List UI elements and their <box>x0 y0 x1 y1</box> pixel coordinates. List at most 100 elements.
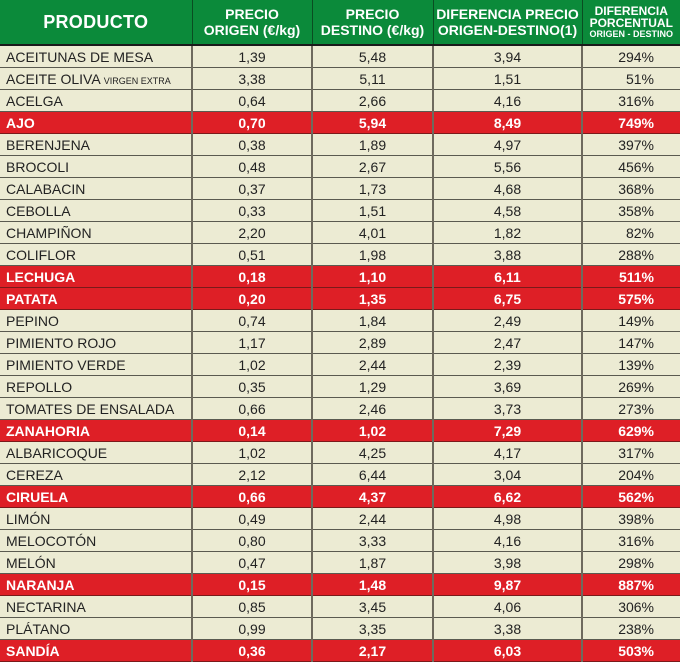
product-name: CHAMPIÑON <box>0 221 193 244</box>
table-row: CALABACIN 0,37 1,73 4,68 368% <box>0 177 680 200</box>
price-difference: 6,03 <box>433 639 583 662</box>
table-row: ACELGA 0,64 2,66 4,16 316% <box>0 89 680 112</box>
table-row: TOMATES DE ENSALADA 0,66 2,46 3,73 273% <box>0 397 680 420</box>
product-name: REPOLLO <box>0 375 193 398</box>
table-row: AJO 0,70 5,94 8,49 749% <box>0 111 680 134</box>
origin-price: 0,70 <box>192 111 313 134</box>
product-name: ACEITE OLIVA VIRGEN EXTRA <box>0 67 193 90</box>
product-name: CALABACIN <box>0 177 193 200</box>
percent-difference: 294% <box>582 45 680 68</box>
origin-price: 3,38 <box>192 67 313 90</box>
percent-difference: 298% <box>582 551 680 574</box>
table-row: ACEITUNAS DE MESA 1,39 5,48 3,94 294% <box>0 45 680 68</box>
origin-price: 0,15 <box>192 573 313 596</box>
origin-price: 0,66 <box>192 485 313 508</box>
price-difference: 6,62 <box>433 485 583 508</box>
product-name: SANDÍA <box>0 639 193 662</box>
product-name: PEPINO <box>0 309 193 332</box>
origin-price: 0,35 <box>192 375 313 398</box>
table-row: ALBARICOQUE 1,02 4,25 4,17 317% <box>0 441 680 464</box>
header-row: PRODUCTO PRECIO ORIGEN (€/kg) PRECIO DES… <box>0 0 680 46</box>
price-difference: 4,06 <box>433 595 583 618</box>
price-difference: 3,98 <box>433 551 583 574</box>
price-difference: 2,39 <box>433 353 583 376</box>
destination-price: 2,44 <box>312 507 434 530</box>
product-name: PIMIENTO VERDE <box>0 353 193 376</box>
product-name: TOMATES DE ENSALADA <box>0 397 193 420</box>
header-destination-price: PRECIO DESTINO (€/kg) <box>312 0 434 46</box>
product-name: PLÁTANO <box>0 617 193 640</box>
price-difference: 3,73 <box>433 397 583 420</box>
table-row: PATATA 0,20 1,35 6,75 575% <box>0 287 680 310</box>
origin-price: 1,02 <box>192 353 313 376</box>
price-difference: 5,56 <box>433 155 583 178</box>
destination-price: 1,89 <box>312 133 434 156</box>
table-row: NECTARINA 0,85 3,45 4,06 306% <box>0 595 680 618</box>
origin-price: 0,64 <box>192 89 313 112</box>
product-name: ZANAHORIA <box>0 419 193 442</box>
price-difference: 3,69 <box>433 375 583 398</box>
percent-difference: 147% <box>582 331 680 354</box>
price-difference: 4,68 <box>433 177 583 200</box>
table-row: PLÁTANO 0,99 3,35 3,38 238% <box>0 617 680 640</box>
percent-difference: 629% <box>582 419 680 442</box>
percent-difference: 316% <box>582 529 680 552</box>
origin-price: 2,20 <box>192 221 313 244</box>
header-product: PRODUCTO <box>0 0 193 46</box>
percent-difference: 317% <box>582 441 680 464</box>
table-row: CIRUELA 0,66 4,37 6,62 562% <box>0 485 680 508</box>
origin-price: 1,39 <box>192 45 313 68</box>
origin-price: 0,37 <box>192 177 313 200</box>
origin-price: 0,99 <box>192 617 313 640</box>
origin-price: 1,02 <box>192 441 313 464</box>
table-row: NARANJA 0,15 1,48 9,87 887% <box>0 573 680 596</box>
percent-difference: 575% <box>582 287 680 310</box>
destination-price: 4,37 <box>312 485 434 508</box>
price-difference: 2,49 <box>433 309 583 332</box>
destination-price: 2,66 <box>312 89 434 112</box>
product-name: NECTARINA <box>0 595 193 618</box>
percent-difference: 316% <box>582 89 680 112</box>
product-name: CEREZA <box>0 463 193 486</box>
product-name: BERENJENA <box>0 133 193 156</box>
product-name: ALBARICOQUE <box>0 441 193 464</box>
origin-price: 0,18 <box>192 265 313 288</box>
table-row: REPOLLO 0,35 1,29 3,69 269% <box>0 375 680 398</box>
destination-price: 1,87 <box>312 551 434 574</box>
table-row: ACEITE OLIVA VIRGEN EXTRA 3,38 5,11 1,51 51% <box>0 67 680 90</box>
destination-price: 3,33 <box>312 529 434 552</box>
destination-price: 1,29 <box>312 375 434 398</box>
product-name: PATATA <box>0 287 193 310</box>
origin-price: 0,20 <box>192 287 313 310</box>
origin-price: 0,33 <box>192 199 313 222</box>
price-difference: 4,17 <box>433 441 583 464</box>
origin-price: 0,51 <box>192 243 313 266</box>
percent-difference: 368% <box>582 177 680 200</box>
product-name: BROCOLI <box>0 155 193 178</box>
percent-difference: 288% <box>582 243 680 266</box>
table-row: ZANAHORIA 0,14 1,02 7,29 629% <box>0 419 680 442</box>
destination-price: 1,48 <box>312 573 434 596</box>
table-row: PIMIENTO VERDE 1,02 2,44 2,39 139% <box>0 353 680 376</box>
price-difference: 1,82 <box>433 221 583 244</box>
price-difference: 7,29 <box>433 419 583 442</box>
destination-price: 1,98 <box>312 243 434 266</box>
percent-difference: 51% <box>582 67 680 90</box>
percent-difference: 562% <box>582 485 680 508</box>
table-row: SANDÍA 0,36 2,17 6,03 503% <box>0 639 680 662</box>
percent-difference: 887% <box>582 573 680 596</box>
price-difference: 3,38 <box>433 617 583 640</box>
price-difference: 4,58 <box>433 199 583 222</box>
origin-price: 0,47 <box>192 551 313 574</box>
product-name: ACEITUNAS DE MESA <box>0 45 193 68</box>
price-difference: 4,98 <box>433 507 583 530</box>
percent-difference: 149% <box>582 309 680 332</box>
percent-difference: 139% <box>582 353 680 376</box>
table-row: CEBOLLA 0,33 1,51 4,58 358% <box>0 199 680 222</box>
destination-price: 3,45 <box>312 595 434 618</box>
table-row: LIMÓN 0,49 2,44 4,98 398% <box>0 507 680 530</box>
destination-price: 1,73 <box>312 177 434 200</box>
percent-difference: 749% <box>582 111 680 134</box>
header-origin-price: PRECIO ORIGEN (€/kg) <box>192 0 313 46</box>
destination-price: 4,25 <box>312 441 434 464</box>
